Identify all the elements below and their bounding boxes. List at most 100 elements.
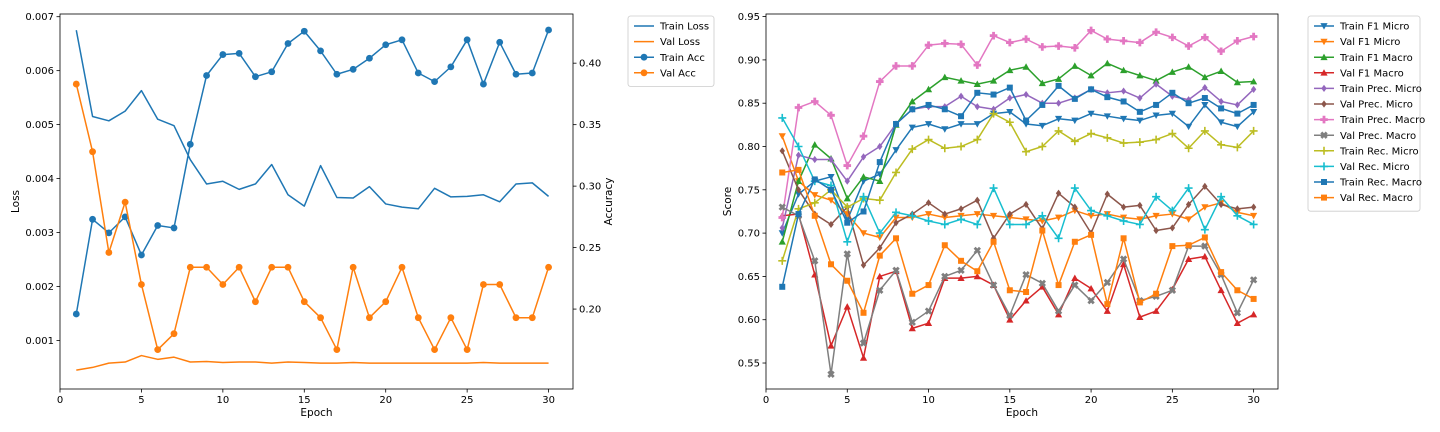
point-val-f1-micro [1201, 204, 1209, 211]
point-train-f1-macro [811, 141, 819, 148]
x-tick-label: 10 [922, 395, 935, 406]
y2-tick-label: 0.35 [579, 120, 601, 131]
point-train-rec-micro [908, 145, 917, 154]
point-train-rec-macro [1136, 108, 1143, 115]
point-train-acc [463, 36, 471, 44]
legend-label: Val Rec. Macro [1340, 193, 1413, 204]
point-val-acc [463, 346, 471, 354]
point-train-f1-micro [924, 121, 933, 128]
x-tick-label: 30 [542, 395, 555, 406]
point-val-prec-macro [1233, 309, 1242, 317]
point-train-rec-macro [974, 89, 981, 96]
y-tick-label: 0.70 [738, 229, 760, 240]
point-val-acc [72, 80, 80, 88]
series-val-rec-micro [778, 113, 1258, 246]
x-tick-label: 0 [57, 395, 63, 406]
point-val-f1-macro [973, 272, 981, 280]
point-train-prec-micro [1137, 94, 1143, 102]
point-train-f1-macro [989, 77, 998, 84]
legend-label: Train Prec. Macro [1339, 115, 1425, 126]
point-train-rec-macro [1234, 110, 1241, 117]
score-chart: 0 5 10 15 20 25 30 0.55 0.60 0.65 0.70 0.75 0.80 0.85… [722, 12, 1425, 419]
point-train-f1-macro [1071, 62, 1079, 69]
point-train-f1-micro [1054, 115, 1063, 123]
legend-marker-val-f1-micro [1320, 38, 1328, 46]
point-train-prec-macro [827, 111, 835, 120]
point-val-acc [480, 281, 487, 288]
y2-tick-label: 0.20 [579, 305, 601, 316]
point-train-prec-micro [844, 177, 850, 185]
legend: Train F1 Micro Val F1 Micro Train F1 Macro… [1307, 15, 1425, 212]
point-train-acc [170, 224, 178, 232]
point-train-prec-macro [924, 41, 933, 49]
point-val-prec-micro [958, 205, 964, 213]
y-tick-label: 0.003 [25, 228, 54, 239]
point-train-acc [89, 215, 96, 223]
series-train-rec-macro [779, 82, 1257, 290]
line-train-prec-micro [781, 83, 1255, 229]
y-axis-label: Loss [10, 190, 22, 213]
point-val-rec-macro [844, 277, 851, 284]
point-val-rec-micro [1119, 216, 1128, 225]
point-val-prec-macro [941, 272, 949, 281]
point-train-prec-micro [1120, 87, 1127, 95]
point-val-prec-macro [827, 370, 835, 378]
point-train-rec-micro [892, 168, 901, 177]
line-train-loss [75, 30, 550, 210]
point-train-f1-macro [1250, 77, 1258, 85]
point-train-rec-macro [1039, 101, 1046, 108]
point-train-prec-macro [1152, 28, 1160, 36]
point-val-rec-macro [974, 268, 981, 275]
legend-marker-train-rec-macro [1321, 179, 1327, 185]
point-val-f1-macro [1071, 274, 1079, 282]
point-val-f1-macro [827, 342, 835, 349]
point-train-f1-macro [908, 97, 916, 105]
point-train-f1-micro [1119, 115, 1128, 123]
point-train-prec-micro [812, 155, 818, 164]
point-train-rec-macro [909, 106, 916, 113]
point-val-prec-micro [942, 210, 948, 218]
point-train-f1-micro [1006, 108, 1014, 116]
point-val-rec-macro [1234, 287, 1241, 294]
legend-label: Train Loss [659, 22, 709, 33]
x-tick-label: 10 [216, 395, 229, 406]
point-train-prec-micro [779, 224, 785, 232]
point-val-rec-macro [1169, 243, 1176, 250]
point-train-f1-micro [778, 230, 786, 237]
point-val-f1-micro [1087, 212, 1095, 220]
point-val-rec-macro [990, 238, 997, 245]
legend-marker-val-prec-micro [1321, 100, 1327, 108]
point-train-rec-macro [1006, 84, 1013, 91]
point-train-rec-micro [1217, 140, 1226, 149]
point-train-f1-micro [1071, 117, 1079, 125]
point-train-f1-macro [1054, 75, 1063, 82]
series-val-acc [72, 80, 552, 354]
y-tick-label: 0.65 [738, 272, 760, 283]
point-val-f1-micro [941, 214, 949, 222]
point-val-rec-micro [1184, 184, 1193, 193]
legend-label: Train F1 Micro [1339, 22, 1409, 33]
point-val-f1-micro [811, 192, 819, 199]
point-train-acc [138, 251, 145, 259]
point-train-rec-micro [1038, 142, 1047, 151]
y-tick-label: 0.002 [25, 282, 54, 293]
point-val-rec-micro [1152, 192, 1161, 201]
point-val-prec-micro [795, 186, 802, 194]
point-train-rec-macro [1055, 82, 1062, 89]
point-train-rec-micro [1087, 129, 1096, 138]
point-val-f1-micro [827, 197, 835, 204]
point-val-prec-macro [989, 281, 998, 289]
y-tick-label: 0.55 [738, 359, 760, 370]
point-train-acc [219, 51, 227, 58]
point-train-rec-macro [893, 120, 900, 127]
point-val-rec-micro [1070, 184, 1079, 193]
legend-label: Train Rec. Micro [1339, 146, 1419, 157]
x-tick-label: 20 [379, 395, 392, 406]
point-train-prec-micro [877, 142, 883, 151]
point-val-rec-macro [1185, 242, 1192, 249]
point-val-prec-macro [811, 257, 819, 265]
point-train-acc [333, 70, 341, 78]
series-val-rec-macro [779, 166, 1257, 316]
point-train-f1-macro [1087, 71, 1095, 79]
point-val-prec-macro [1168, 286, 1177, 294]
